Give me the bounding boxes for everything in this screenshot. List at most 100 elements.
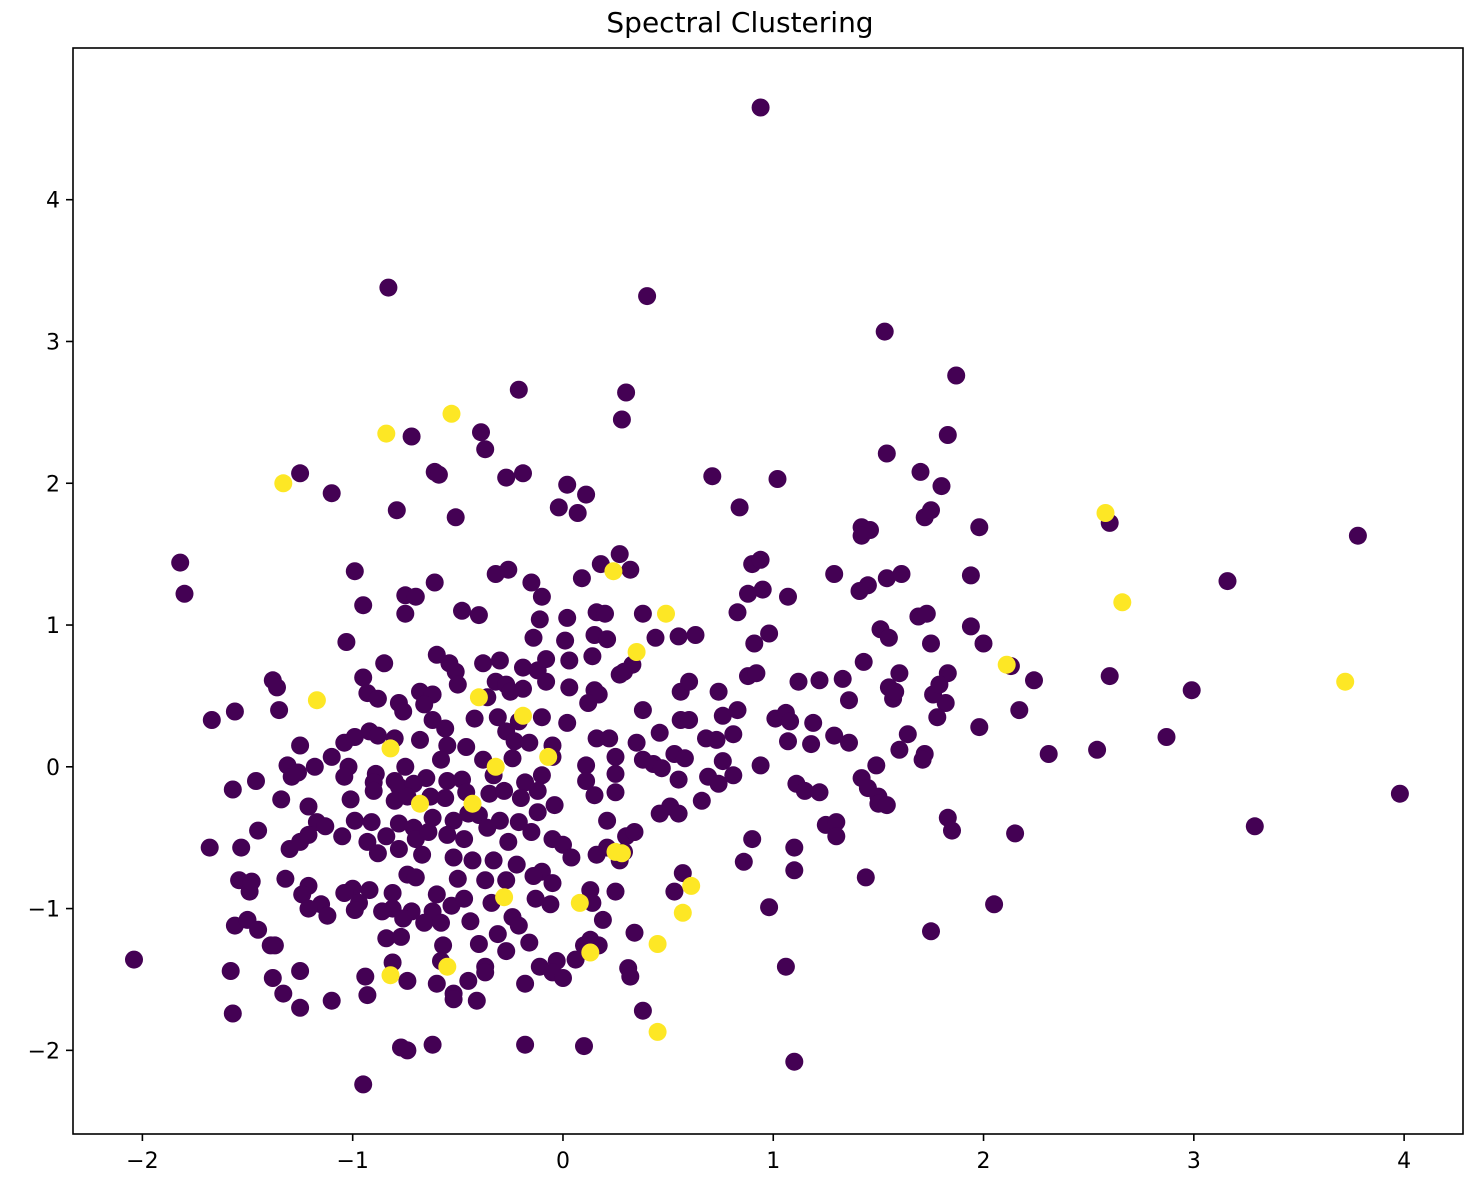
cluster-0-point-183 bbox=[600, 729, 619, 748]
cluster-1-point-16 bbox=[411, 794, 429, 813]
cluster-0-point-26 bbox=[549, 498, 568, 517]
cluster-0-point-308 bbox=[554, 835, 572, 854]
cluster-0-point-401 bbox=[398, 971, 417, 990]
cluster-0-point-193 bbox=[890, 740, 909, 759]
cluster-0-point-5 bbox=[509, 380, 528, 399]
cluster-0-point-15 bbox=[429, 465, 448, 484]
cluster-0-point-254 bbox=[436, 789, 455, 807]
cluster-0-point-151 bbox=[394, 702, 413, 721]
cluster-0-point-415 bbox=[322, 991, 341, 1010]
cluster-0-point-130 bbox=[610, 665, 629, 684]
cluster-0-point-105 bbox=[747, 664, 766, 683]
cluster-0-point-116 bbox=[368, 689, 387, 708]
cluster-0-point-200 bbox=[305, 757, 324, 776]
cluster-0-point-48 bbox=[345, 562, 364, 581]
cluster-0-point-54 bbox=[572, 569, 591, 588]
cluster-0-point-192 bbox=[840, 733, 858, 752]
cluster-0-point-337 bbox=[448, 869, 467, 888]
cluster-0-point-145 bbox=[1010, 701, 1029, 720]
cluster-0-point-259 bbox=[528, 781, 547, 800]
cluster-0-point-67 bbox=[469, 606, 488, 625]
cluster-0-point-371 bbox=[299, 899, 318, 918]
x-tick-label-4: 2 bbox=[977, 1149, 991, 1174]
y-tick-label-1: −1 bbox=[28, 898, 60, 923]
cluster-0-point-312 bbox=[785, 838, 804, 857]
cluster-0-point-266 bbox=[709, 774, 728, 793]
cluster-0-point-80 bbox=[598, 630, 617, 649]
cluster-0-point-6 bbox=[617, 383, 636, 402]
cluster-0-point-11 bbox=[476, 440, 495, 459]
cluster-1-point-8 bbox=[997, 655, 1016, 674]
cluster-0-point-31 bbox=[922, 501, 940, 520]
cluster-0-point-406 bbox=[516, 974, 535, 993]
cluster-0-point-7 bbox=[612, 410, 631, 429]
y-tick-label-5: 3 bbox=[46, 330, 60, 355]
cluster-0-point-428 bbox=[785, 1052, 804, 1071]
cluster-0-point-220 bbox=[247, 772, 265, 790]
cluster-0-point-303 bbox=[455, 830, 474, 849]
cluster-0-point-36 bbox=[852, 526, 871, 545]
cluster-0-point-417 bbox=[427, 974, 446, 993]
cluster-0-point-149 bbox=[270, 701, 289, 720]
cluster-0-point-17 bbox=[514, 464, 532, 483]
cluster-0-point-321 bbox=[484, 851, 503, 870]
cluster-0-point-191 bbox=[825, 726, 844, 745]
cluster-0-point-249 bbox=[341, 790, 360, 809]
cluster-0-point-89 bbox=[961, 617, 980, 636]
cluster-0-point-113 bbox=[268, 678, 286, 697]
cluster-0-point-155 bbox=[465, 709, 484, 728]
cluster-0-point-162 bbox=[633, 701, 652, 720]
cluster-0-point-24 bbox=[577, 485, 596, 504]
cluster-0-point-83 bbox=[686, 626, 705, 644]
cluster-0-point-302 bbox=[438, 825, 457, 844]
cluster-0-point-287 bbox=[650, 804, 669, 823]
cluster-0-point-375 bbox=[394, 909, 413, 928]
cluster-0-point-144 bbox=[936, 694, 955, 712]
cluster-0-point-55 bbox=[877, 569, 896, 588]
cluster-0-point-3 bbox=[875, 322, 894, 341]
cluster-0-point-63 bbox=[1218, 572, 1237, 591]
cluster-1-point-1 bbox=[377, 424, 396, 443]
cluster-0-point-341 bbox=[543, 874, 562, 893]
cluster-0-point-396 bbox=[221, 962, 240, 980]
cluster-0-point-292 bbox=[1006, 824, 1025, 843]
cluster-0-point-190 bbox=[802, 735, 821, 754]
y-tick-label-0: −2 bbox=[28, 1039, 60, 1064]
cluster-0-point-66 bbox=[453, 601, 471, 620]
cluster-0-point-426 bbox=[575, 1037, 593, 1056]
cluster-0-point-58 bbox=[850, 582, 869, 600]
cluster-0-point-96 bbox=[490, 651, 509, 670]
cluster-0-point-369 bbox=[249, 920, 268, 939]
cluster-0-point-385 bbox=[265, 936, 284, 955]
cluster-0-point-389 bbox=[469, 935, 488, 953]
cluster-0-point-81 bbox=[646, 628, 665, 647]
cluster-0-point-160 bbox=[558, 713, 577, 732]
cluster-1-point-20 bbox=[495, 888, 514, 907]
cluster-0-point-379 bbox=[488, 925, 507, 944]
cluster-0-point-127 bbox=[560, 678, 579, 697]
cluster-0-point-429 bbox=[354, 1075, 373, 1094]
cluster-0-point-416 bbox=[358, 986, 377, 1005]
cluster-0-point-398 bbox=[291, 962, 310, 980]
cluster-0-point-346 bbox=[856, 868, 875, 887]
cluster-0-point-340 bbox=[524, 867, 543, 885]
cluster-1-point-9 bbox=[1336, 672, 1355, 691]
cluster-0-point-209 bbox=[577, 756, 596, 775]
cluster-0-point-141 bbox=[886, 682, 905, 701]
cluster-0-point-53 bbox=[532, 587, 551, 606]
cluster-0-point-343 bbox=[606, 882, 625, 901]
cluster-1-point-27 bbox=[438, 957, 457, 976]
cluster-0-point-328 bbox=[785, 861, 804, 880]
cluster-0-point-372 bbox=[318, 906, 337, 925]
cluster-0-point-425 bbox=[516, 1035, 535, 1054]
cluster-0-point-39 bbox=[175, 584, 194, 603]
cluster-0-point-165 bbox=[713, 706, 732, 725]
cluster-0-point-143 bbox=[930, 675, 949, 694]
cluster-0-point-170 bbox=[928, 708, 947, 727]
cluster-0-point-111 bbox=[1100, 667, 1119, 686]
cluster-0-point-269 bbox=[1390, 784, 1409, 803]
cluster-0-point-8 bbox=[472, 423, 490, 442]
cluster-0-point-364 bbox=[593, 910, 612, 929]
cluster-0-point-159 bbox=[532, 708, 551, 727]
